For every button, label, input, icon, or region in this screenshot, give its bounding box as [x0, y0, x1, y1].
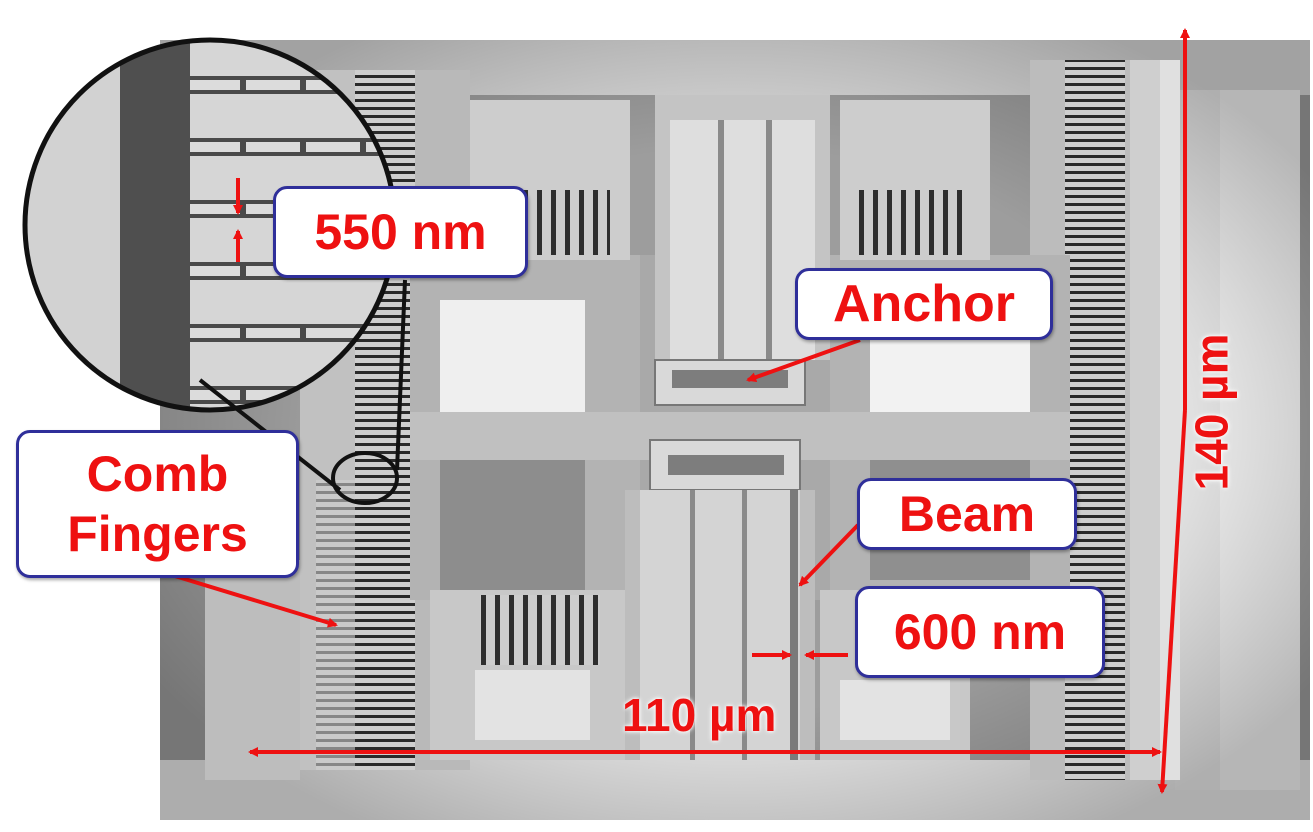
- comb-fingers-line1: Comb: [86, 446, 229, 502]
- gap-600-label: 600 nm: [855, 586, 1105, 678]
- anchor-pointer-arrow: [746, 338, 861, 383]
- height-dimension-label: 140 µm: [1185, 333, 1238, 491]
- gap-600-text: 600 nm: [893, 604, 1067, 660]
- width-dimension-label: 110 µm: [622, 689, 777, 741]
- anchor-text: Anchor: [833, 275, 1015, 333]
- bottom-structures: [430, 490, 970, 760]
- anchors: [649, 359, 806, 491]
- gap-550-label: 550 nm: [273, 186, 528, 278]
- beam-pointer-arrow: [798, 523, 860, 587]
- height-dimension-arrow-down: [1157, 409, 1187, 794]
- gap-550-text: 550 nm: [314, 204, 487, 260]
- comb-fingers-line2: Fingers: [67, 506, 248, 562]
- beam-label: Beam: [857, 478, 1077, 550]
- comb-fingers-label: Comb Fingers: [16, 430, 299, 578]
- anchor-label: Anchor: [795, 268, 1053, 340]
- annotation-arrows: [164, 28, 1190, 794]
- beam-text: Beam: [898, 486, 1036, 542]
- comb-pointer-arrow: [164, 571, 338, 628]
- zoom-source-circle: [331, 451, 399, 505]
